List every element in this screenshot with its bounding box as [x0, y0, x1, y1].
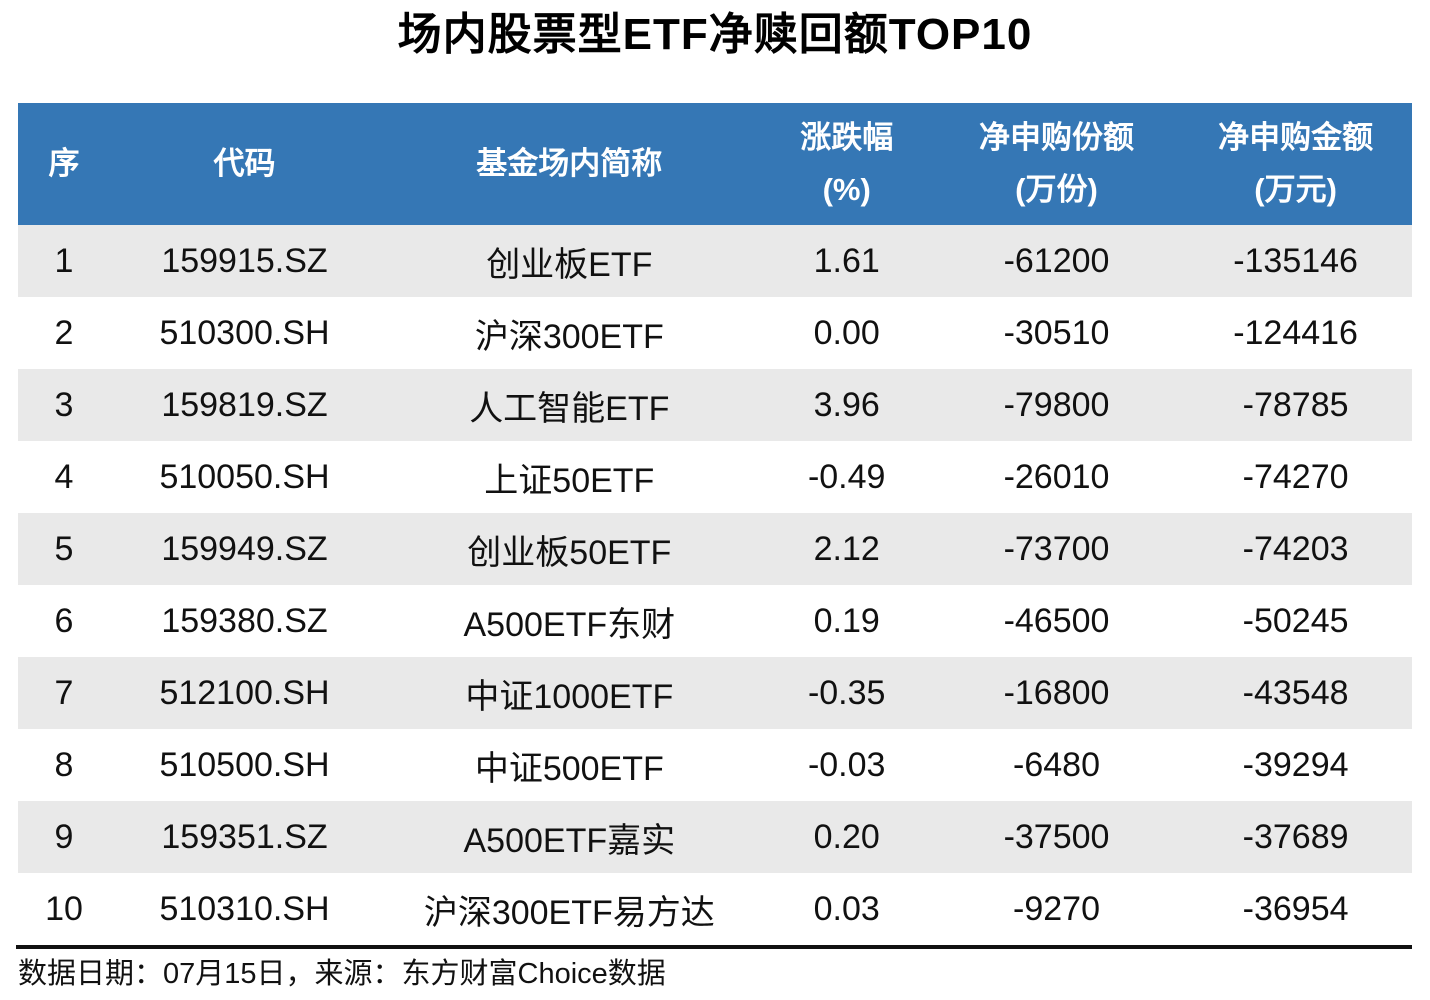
cell-fund-name: 创业板50ETF: [467, 533, 672, 572]
cell-change-pct: 1.61: [813, 241, 880, 280]
cell-fund-name: 中证1000ETF: [465, 677, 674, 716]
cell-change-pct: -0.03: [807, 745, 886, 784]
cell-net-amount: -50245: [1242, 601, 1349, 640]
table-row: 10 510310.SH 沪深300ETF易方达 0.03 -9270 -369…: [18, 873, 1412, 945]
table-row: 2 510300.SH 沪深300ETF 0.00 -30510 -124416: [18, 297, 1412, 369]
cell-net-amount: -78785: [1242, 385, 1349, 424]
table-row: 5 159949.SZ 创业板50ETF 2.12 -73700 -74203: [18, 513, 1412, 585]
footer-note-container: 数据日期：07月15日，来源：东方财富Choice数据: [16, 945, 1412, 992]
cell-fund-name: 沪深300ETF: [474, 317, 664, 356]
cell-seq: 5: [54, 529, 74, 568]
cell-change-pct: 0.00: [813, 313, 880, 352]
cell-code: 159819.SZ: [161, 385, 328, 424]
cell-seq: 7: [54, 673, 74, 712]
cell-fund-name: 中证500ETF: [474, 749, 664, 788]
cell-net-amount: -43548: [1242, 673, 1349, 712]
cell-fund-name: 沪深300ETF易方达: [423, 893, 715, 932]
table-row: 8 510500.SH 中证500ETF -0.03 -6480 -39294: [18, 729, 1412, 801]
cell-change-pct: 3.96: [813, 385, 880, 424]
cell-fund-name: A500ETF嘉实: [463, 821, 676, 860]
etf-table: 序 代码 基金场内简称 涨跌幅 (%): [18, 103, 1412, 945]
table-body: 1 159915.SZ 创业板ETF 1.61 -61200 -135146 2…: [18, 225, 1412, 945]
header-cell-net-shares: 净申购份额 (万份): [933, 103, 1180, 225]
cell-change-pct: 2.12: [813, 529, 880, 568]
page-title: 场内股票型ETF净赎回额TOP10: [397, 10, 1033, 59]
cell-fund-name: 创业板ETF: [486, 245, 653, 284]
cell-code: 510300.SH: [159, 313, 330, 352]
cell-code: 510310.SH: [159, 889, 330, 928]
cell-net-shares: -46500: [1003, 601, 1110, 640]
table-row: 9 159351.SZ A500ETF嘉实 0.20 -37500 -37689: [18, 801, 1412, 873]
cell-change-pct: -0.35: [807, 673, 886, 712]
etf-table-container: 序 代码 基金场内简称 涨跌幅 (%): [18, 103, 1412, 945]
cell-net-amount: -135146: [1233, 241, 1358, 280]
cell-code: 159380.SZ: [161, 601, 328, 640]
cell-net-shares: -79800: [1003, 385, 1110, 424]
cell-net-shares: -26010: [1003, 457, 1110, 496]
cell-code: 510500.SH: [159, 745, 330, 784]
table-row: 7 512100.SH 中证1000ETF -0.35 -16800 -4354…: [18, 657, 1412, 729]
table-row: 1 159915.SZ 创业板ETF 1.61 -61200 -135146: [18, 225, 1412, 297]
footer-note: 数据日期：07月15日，来源：东方财富Choice数据: [18, 958, 666, 990]
cell-net-shares: -16800: [1003, 673, 1110, 712]
cell-net-shares: -9270: [1013, 889, 1100, 928]
cell-net-amount: -74203: [1242, 529, 1349, 568]
cell-net-shares: -30510: [1003, 313, 1110, 352]
cell-change-pct: 0.19: [813, 601, 880, 640]
header-cell-change-pct: 涨跌幅 (%): [759, 103, 934, 225]
table-header-row: 序 代码 基金场内简称 涨跌幅 (%): [18, 103, 1412, 225]
table-row: 6 159380.SZ A500ETF东财 0.19 -46500 -50245: [18, 585, 1412, 657]
cell-net-shares: -6480: [1013, 745, 1100, 784]
cell-seq: 6: [54, 601, 74, 640]
cell-fund-name: A500ETF东财: [463, 605, 676, 644]
cell-net-shares: -37500: [1003, 817, 1110, 856]
cell-change-pct: 0.03: [813, 889, 880, 928]
cell-code: 510050.SH: [159, 457, 330, 496]
cell-net-shares: -73700: [1003, 529, 1110, 568]
cell-fund-name: 人工智能ETF: [469, 389, 670, 428]
cell-seq: 3: [54, 385, 74, 424]
cell-seq: 2: [54, 313, 74, 352]
header-cell-net-amount: 净申购金额 (万元): [1179, 103, 1412, 225]
cell-code: 159351.SZ: [161, 817, 328, 856]
cell-seq: 1: [54, 241, 74, 280]
cell-fund-name: 上证50ETF: [484, 461, 655, 500]
cell-net-amount: -37689: [1242, 817, 1349, 856]
cell-net-amount: -124416: [1233, 313, 1358, 352]
cell-seq: 9: [54, 817, 74, 856]
cell-net-amount: -74270: [1242, 457, 1349, 496]
header-cell-seq: 序: [18, 103, 110, 225]
header-cell-fund-name: 基金场内简称: [379, 103, 760, 225]
cell-seq: 8: [54, 745, 74, 784]
table-row: 4 510050.SH 上证50ETF -0.49 -26010 -74270: [18, 441, 1412, 513]
cell-code: 159949.SZ: [161, 529, 328, 568]
table-row: 3 159819.SZ 人工智能ETF 3.96 -79800 -78785: [18, 369, 1412, 441]
cell-seq: 4: [54, 457, 74, 496]
cell-change-pct: -0.49: [807, 457, 886, 496]
cell-net-amount: -36954: [1242, 889, 1349, 928]
cell-code: 512100.SH: [159, 673, 330, 712]
cell-change-pct: 0.20: [813, 817, 880, 856]
cell-net-shares: -61200: [1003, 241, 1110, 280]
header-cell-code: 代码: [110, 103, 380, 225]
cell-seq: 10: [45, 889, 83, 928]
cell-net-amount: -39294: [1242, 745, 1349, 784]
cell-code: 159915.SZ: [161, 241, 328, 280]
